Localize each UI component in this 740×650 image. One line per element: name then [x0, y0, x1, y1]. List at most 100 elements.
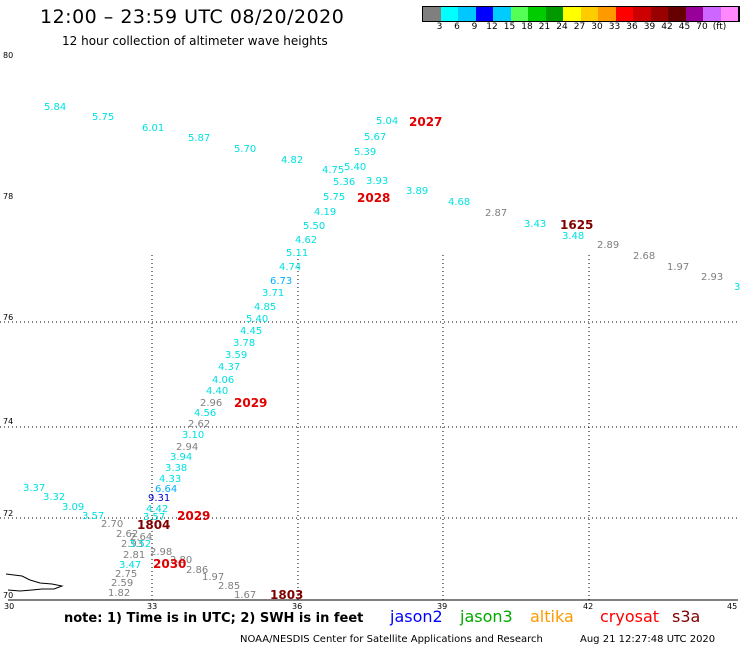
- wave-height-label: 3.94: [170, 452, 192, 463]
- wave-height-label: 4.74: [279, 262, 301, 273]
- wave-height-label: 3.47: [119, 560, 141, 571]
- wave-height-label: 3.78: [233, 338, 255, 349]
- color-swatch: [545, 7, 563, 21]
- latitude-label: 70: [3, 591, 13, 600]
- wave-height-label: 4.37: [218, 362, 240, 373]
- color-swatch: [703, 7, 721, 21]
- wave-height-label: 6.73: [270, 276, 292, 287]
- color-scale-label: 70: [696, 22, 708, 32]
- wave-height-label: 3.71: [262, 288, 284, 299]
- color-scale-label: 15: [503, 22, 516, 32]
- pass-time-label: 2027: [409, 115, 442, 129]
- color-swatch: [615, 7, 633, 21]
- pass-time-label: 2029: [177, 509, 210, 523]
- wave-height-label: 3.43: [524, 219, 546, 230]
- color-scale-label: 33: [608, 22, 621, 32]
- wave-height-label: 2.85: [218, 581, 240, 592]
- color-swatch: [720, 7, 738, 21]
- wave-height-label: 3.57: [143, 512, 165, 523]
- color-swatch: [598, 7, 616, 21]
- wave-height-label: 4.68: [448, 197, 470, 208]
- color-scale-label: 36: [626, 22, 638, 32]
- wave-height-label: 4.75: [322, 165, 344, 176]
- wave-height-label: 3.89: [406, 186, 428, 197]
- color-swatch: [493, 7, 511, 21]
- pass-time-label: 2029: [234, 396, 267, 410]
- color-scale-label: 24: [556, 22, 568, 32]
- wave-height-label: 2.98: [150, 547, 172, 558]
- wave-height-label: 2.68: [633, 251, 655, 262]
- color-swatch: [458, 7, 476, 21]
- wave-height-label: 1.67: [234, 590, 256, 601]
- wave-height-label: 3.10: [182, 430, 204, 441]
- pass-time-label: 1803: [270, 588, 303, 602]
- latitude-label: 76: [3, 313, 13, 322]
- wave-height-label: 5.70: [234, 144, 256, 155]
- longitude-label: 39: [437, 602, 447, 611]
- color-swatch: [510, 7, 528, 21]
- wave-height-label: 2.59: [111, 578, 133, 589]
- latitude-label: 72: [3, 509, 13, 518]
- wave-height-label: 5.36: [333, 177, 355, 188]
- color-scale-labels: 3 6 9 12 15 18 21 24 27 30 33 36 39 42 45 70 (ft): [422, 22, 740, 34]
- wave-height-label: 5.39: [354, 147, 376, 158]
- color-scale-label: 3: [436, 22, 443, 32]
- generated-timestamp: Aug 21 12:27:48 UTC 2020: [580, 634, 716, 645]
- longitude-label: 30: [4, 602, 14, 611]
- color-swatch: [563, 7, 581, 21]
- page-title: 12:00 – 23:59 UTC 08/20/2020: [40, 6, 345, 28]
- wave-height-label: 3.32: [43, 492, 65, 503]
- color-swatch: [685, 7, 703, 21]
- color-scale-label: 6: [454, 22, 460, 32]
- wave-height-label: 4.82: [281, 155, 303, 166]
- wave-height-label: 9.31: [148, 493, 170, 504]
- wave-height-label: 3.52: [129, 539, 151, 550]
- wave-height-label: 5.11: [286, 248, 308, 259]
- pass-time-label: 1804: [137, 518, 170, 532]
- latitude-label: 78: [3, 192, 13, 201]
- wave-height-label: 1.82: [108, 588, 130, 599]
- color-swatch: [475, 7, 493, 21]
- color-scale-label: 27: [573, 22, 586, 32]
- color-swatch: [738, 7, 740, 21]
- wave-height-label: 3.09: [62, 502, 84, 513]
- wave-height-label: 2.94: [176, 442, 198, 453]
- wave-height-label: 4.42: [146, 504, 168, 515]
- wave-height-label: 2.96: [200, 398, 222, 409]
- wave-height-label: 2.80: [170, 555, 192, 566]
- wave-height-label: 3.38: [165, 463, 187, 474]
- wave-height-label: 5.87: [188, 133, 210, 144]
- color-scale-label: 18: [521, 22, 533, 32]
- color-scale-label: 9: [471, 22, 478, 32]
- color-scale-label: 39: [643, 22, 656, 32]
- credit-line: NOAA/NESDIS Center for Satellite Applica…: [240, 634, 543, 645]
- longitude-label: 33: [147, 602, 157, 611]
- wave-height-label: 2.70: [101, 519, 123, 530]
- wave-height-label: 5.40: [344, 162, 366, 173]
- wave-height-label: 5.84: [44, 102, 66, 113]
- color-swatch: [580, 7, 598, 21]
- mission-jason3: jason3: [460, 607, 513, 626]
- pass-time-label: 2030: [153, 557, 186, 571]
- wave-height-label: 4.62: [295, 235, 317, 246]
- wave-height-label: 2.89: [597, 240, 619, 251]
- footer-note: note: 1) Time is in UTC; 2) SWH is in fe…: [64, 611, 364, 626]
- color-swatch: [528, 7, 546, 21]
- coastline: [5, 573, 64, 592]
- wave-height-label: 3.57: [82, 511, 104, 522]
- wave-height-label: 5.67: [364, 132, 386, 143]
- wave-height-label: 3.48: [562, 231, 584, 242]
- wave-height-label: 2.62: [188, 419, 210, 430]
- wave-height-label: 2.81: [123, 550, 145, 561]
- wave-height-label: 4.19: [314, 207, 336, 218]
- color-scale-label: (ft): [712, 22, 727, 32]
- wave-height-label: 4.06: [212, 375, 234, 386]
- latitude-label: 80: [3, 51, 13, 60]
- color-scale-label: 12: [486, 22, 498, 32]
- wave-height-label: 6.64: [155, 484, 177, 495]
- wave-height-label: 5.75: [92, 112, 114, 123]
- wave-height-label: 2.93: [701, 272, 723, 283]
- color-scale-label: 30: [591, 22, 603, 32]
- color-swatch: [668, 7, 686, 21]
- wave-height-label: 3.37: [23, 483, 45, 494]
